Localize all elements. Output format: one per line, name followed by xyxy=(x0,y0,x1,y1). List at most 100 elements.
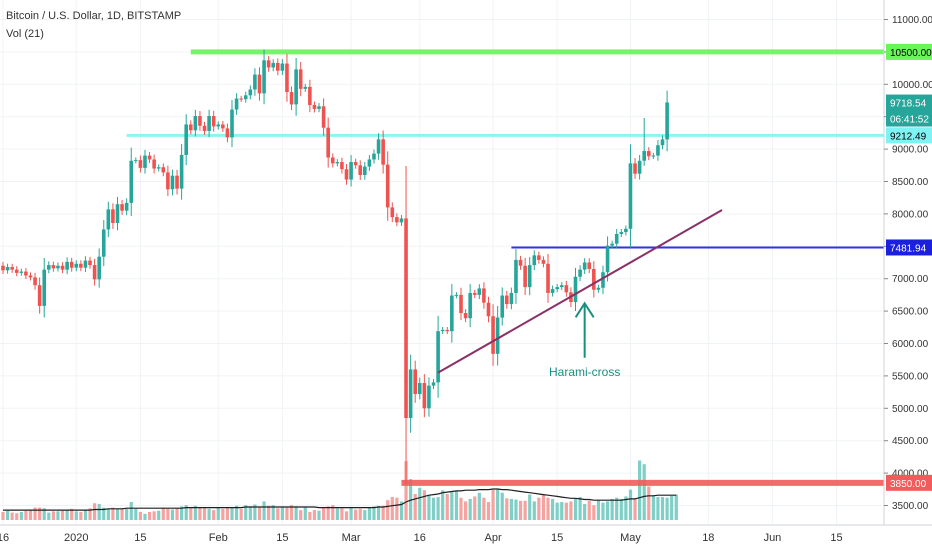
candle-body xyxy=(495,317,500,354)
volume-bar xyxy=(404,461,408,520)
price-tick-label: 8000.00 xyxy=(892,209,929,220)
volume-bar xyxy=(587,500,591,520)
volume-bar xyxy=(83,509,88,520)
price-tick-label: 6000.00 xyxy=(892,339,929,350)
candle-body xyxy=(92,265,97,280)
candle-body xyxy=(523,265,527,288)
current-price-label: 9718.54 xyxy=(890,99,927,110)
volume-bar xyxy=(578,497,582,520)
candle-body xyxy=(33,277,37,286)
candle-body xyxy=(312,105,317,109)
price-tick-label: 9000.00 xyxy=(892,145,929,156)
candle-body xyxy=(257,74,262,94)
candle-body xyxy=(491,316,495,354)
volume-bar xyxy=(175,508,179,520)
price-tick-label: 5500.00 xyxy=(892,371,929,382)
volume-bar xyxy=(74,511,78,520)
volume-bar xyxy=(436,497,440,520)
volume-bar xyxy=(147,511,152,520)
arrow-head-icon xyxy=(574,301,595,318)
candle-body xyxy=(582,262,587,270)
volume-bar xyxy=(395,497,399,520)
volume-bar xyxy=(422,490,426,520)
time-tick-label: 15 xyxy=(134,532,146,544)
volume-bar xyxy=(601,502,605,520)
volume-bar xyxy=(665,497,669,520)
candle-body xyxy=(656,145,660,156)
candle-body xyxy=(459,294,463,314)
volume-bar xyxy=(656,497,660,520)
volume-bar xyxy=(28,509,33,520)
volume-bar xyxy=(537,497,541,520)
candle-body xyxy=(482,288,486,303)
volume-bar xyxy=(454,491,459,520)
candle-body xyxy=(156,167,161,169)
candle-body xyxy=(5,267,10,271)
candle-body xyxy=(207,116,211,131)
candle-body xyxy=(276,62,280,71)
volume-bar xyxy=(482,497,486,520)
candle-body xyxy=(330,157,335,164)
candle-body xyxy=(120,204,124,211)
candle-body xyxy=(445,329,450,332)
volume-bar xyxy=(65,510,69,520)
volume-bar xyxy=(202,506,207,520)
candle-body xyxy=(56,265,60,269)
candle-body xyxy=(74,263,79,268)
volume-bar xyxy=(335,508,339,520)
volume-bar xyxy=(317,510,321,520)
candle-body xyxy=(161,167,166,173)
time-tick-label: Feb xyxy=(209,532,228,544)
volume-bar xyxy=(303,506,307,520)
candle-body xyxy=(253,74,257,90)
candle-body xyxy=(395,217,399,223)
harami-cross-annotation: Harami-cross xyxy=(549,365,620,379)
volume-bar xyxy=(418,487,422,520)
volume-bar xyxy=(560,502,564,520)
volume-bar xyxy=(51,511,55,520)
volume-bar xyxy=(413,493,417,520)
candle-body xyxy=(404,218,408,419)
candle-body xyxy=(601,272,605,288)
volume-bar xyxy=(573,498,578,520)
volume-bar xyxy=(463,501,468,520)
volume-bar xyxy=(583,503,587,520)
volume-bar xyxy=(390,497,394,520)
volume-bar xyxy=(38,507,42,520)
volume-bar xyxy=(129,502,133,520)
candle-body xyxy=(537,255,541,260)
volume-bar xyxy=(505,498,509,520)
volume-bar xyxy=(376,505,381,520)
volume-bar xyxy=(276,508,280,520)
candle-body xyxy=(518,259,523,266)
candle-body xyxy=(166,172,170,190)
volume-bar xyxy=(386,500,390,520)
candle-body xyxy=(555,287,559,290)
volume-bar xyxy=(93,503,97,520)
volume-bar xyxy=(47,512,51,520)
volume-bar xyxy=(409,479,413,520)
candle-body xyxy=(344,169,349,180)
candle-body xyxy=(463,313,468,319)
candle-body xyxy=(637,160,642,174)
time-tick-label: 16 xyxy=(0,532,9,544)
volume-bar xyxy=(134,508,138,520)
volume-bar xyxy=(1,511,5,520)
candle-body xyxy=(289,92,294,105)
volume-bar xyxy=(532,501,536,520)
volume-bar xyxy=(468,498,472,520)
volume-bar xyxy=(569,501,573,520)
candle-body xyxy=(651,155,656,157)
volume-bar xyxy=(253,504,257,520)
candle-body xyxy=(399,218,404,223)
candle-body xyxy=(587,262,592,269)
volume-bar xyxy=(473,496,477,520)
volume-ma-line xyxy=(3,488,677,511)
price-tick-label: 10000.00 xyxy=(892,80,932,91)
volume-bar xyxy=(60,510,65,520)
candle-body xyxy=(527,265,532,288)
candle-body xyxy=(509,292,514,304)
price-tick-label: 4000.00 xyxy=(892,469,929,480)
